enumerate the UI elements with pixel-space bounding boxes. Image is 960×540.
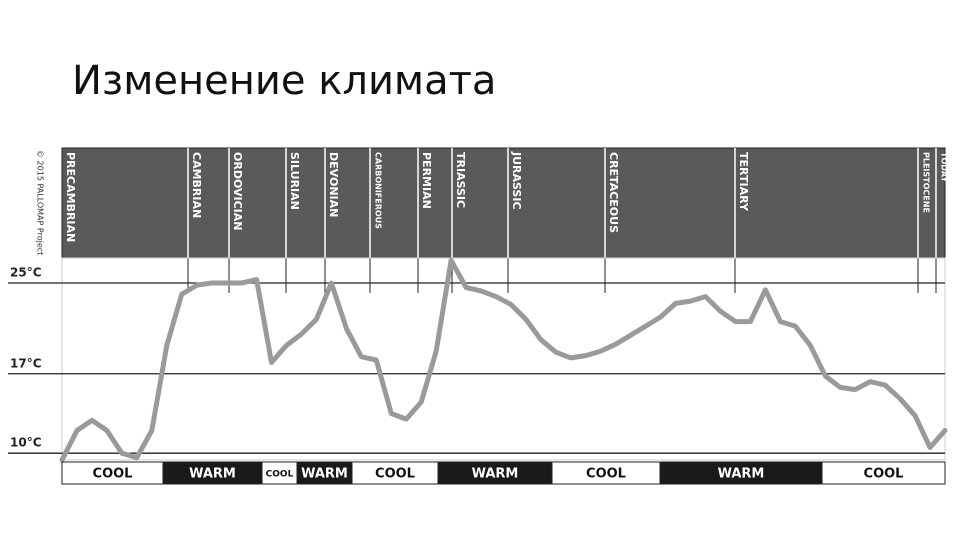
climate-label: WARM xyxy=(189,467,236,482)
climate-band xyxy=(821,461,946,485)
y-tick-label: 25°C xyxy=(10,265,42,279)
period-label: TODAY xyxy=(940,152,949,182)
plot-area xyxy=(61,257,946,461)
climate-label: COOL xyxy=(864,467,904,482)
climate-label: COOL xyxy=(266,470,294,480)
period-label: SILURIAN xyxy=(288,152,301,210)
period-label: DEVONIAN xyxy=(327,152,340,217)
credit: © 2015 PALLOMAP Project xyxy=(36,150,45,255)
period-header xyxy=(61,147,946,259)
slide-title: Изменение климата xyxy=(72,58,497,104)
climate-label: WARM xyxy=(301,467,348,482)
climate-label: COOL xyxy=(586,467,626,482)
period-label: ORDOVICIAN xyxy=(231,152,244,231)
temperature-line xyxy=(59,257,948,463)
period-label: PRECAMBRIAN xyxy=(64,152,77,242)
y-tick-label: 10°C xyxy=(10,436,42,450)
y-tick-label: 17°C xyxy=(10,356,42,370)
period-label: CRETACEOUS xyxy=(607,152,620,233)
climate-label: COOL xyxy=(375,467,415,482)
period-label: TERTIARY xyxy=(737,152,750,212)
period-label: PLEISTOCENE xyxy=(922,152,931,213)
period-label: PERMIAN xyxy=(420,152,433,209)
climate-label: COOL xyxy=(93,467,133,482)
period-label: CARBONIFEROUS xyxy=(374,152,383,229)
climate-label: WARM xyxy=(718,467,765,482)
climate-label: WARM xyxy=(472,467,519,482)
period-label: CAMBRIAN xyxy=(190,152,203,218)
period-label: TRIASSIC xyxy=(454,152,467,208)
period-label: JURASSIC xyxy=(510,151,523,210)
